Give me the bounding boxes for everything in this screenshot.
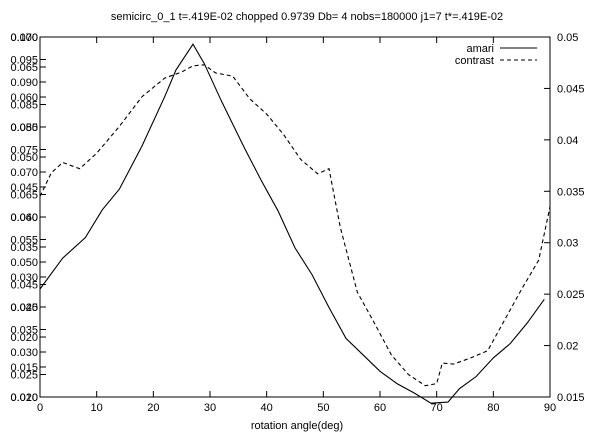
y-right-tick-label: 0.02 — [557, 341, 578, 353]
y-left-tick-label: 0.070 — [10, 32, 38, 44]
y-right-tick-label: 0.025 — [557, 289, 585, 301]
y-left-tick-label: 0.055 — [10, 122, 38, 134]
y-left-tick-label: 0.075 — [10, 145, 38, 157]
x-tick-label: 60 — [374, 402, 386, 414]
plot-frame — [39, 36, 551, 398]
y-left-tick-label: 0.100 — [10, 32, 38, 44]
x-tick-label: 0 — [37, 402, 43, 414]
y-left-tick-label: 0.080 — [10, 122, 38, 134]
y-left-tick-label: 0.070 — [10, 167, 38, 179]
x-tick-label: 80 — [487, 402, 499, 414]
x-tick-label: 70 — [431, 402, 443, 414]
y-left-tick-label: 0.060 — [10, 92, 38, 104]
y-left-tick-label: 0.010 — [10, 392, 38, 404]
y-left-tick-label: 0.095 — [10, 55, 38, 67]
y-left-tick-label: 0.025 — [10, 302, 38, 314]
y-left-tick-label: 0.035 — [10, 325, 38, 337]
y-right-tick-label: 0.05 — [557, 32, 578, 44]
series-line-contrast — [39, 64, 551, 387]
y-right-tick-label: 0.015 — [557, 392, 585, 404]
x-tick-label: 30 — [204, 402, 216, 414]
y-right-tick-label: 0.035 — [557, 186, 585, 198]
x-tick-label: 40 — [261, 402, 273, 414]
legend-label: contrast — [455, 55, 494, 67]
ticks-layer: 0 10 20 30 40 50 60 70 80 900.0150.020.0250.030.0… — [10, 32, 584, 414]
y-left-tick-label: 0.065 — [10, 190, 38, 202]
y-left-tick-label: 0.030 — [10, 272, 38, 284]
y-left-tick-label: 0.045 — [10, 182, 38, 194]
y-left-tick-label: 0.045 — [10, 280, 38, 292]
y-left-tick-label: 0.040 — [10, 212, 38, 224]
y-right-tick-label: 0.04 — [557, 135, 578, 147]
y-left-tick-label: 0.065 — [10, 62, 38, 74]
x-axis-label: rotation angle(deg) — [251, 420, 343, 432]
series-line-amari — [39, 43, 545, 404]
x-tick-label: 20 — [147, 402, 159, 414]
y-left-tick-label: 0.035 — [10, 242, 38, 254]
y-left-tick-label: 0.060 — [10, 212, 38, 224]
x-tick-label: 50 — [317, 402, 329, 414]
legend-label: amari — [466, 43, 494, 55]
y-right-tick-label: 0.03 — [557, 238, 578, 250]
y-left-tick-label: 0.040 — [10, 302, 38, 314]
chart-title: semicirc_0_1 t=.419E-02 chopped 0.9739 D… — [111, 11, 503, 23]
y-left-tick-label: 0.090 — [10, 77, 38, 89]
y-left-tick-label: 0.050 — [10, 152, 38, 164]
x-tick-label: 90 — [544, 402, 556, 414]
x-tick-label: 10 — [91, 402, 103, 414]
y-left-tick-label: 0.025 — [10, 370, 38, 382]
y-left-tick-label: 0.030 — [10, 347, 38, 359]
y-left-tick-label: 0.020 — [10, 392, 38, 404]
y-left-tick-label: 0.020 — [10, 332, 38, 344]
series-layer — [39, 43, 551, 404]
y-left-tick-label: 0.015 — [10, 362, 38, 374]
y-left-tick-label: 0.050 — [10, 257, 38, 269]
y-right-tick-label: 0.045 — [557, 83, 585, 95]
y-left-tick-label: 0.055 — [10, 235, 38, 247]
y-left-tick-label: 0.085 — [10, 100, 38, 112]
